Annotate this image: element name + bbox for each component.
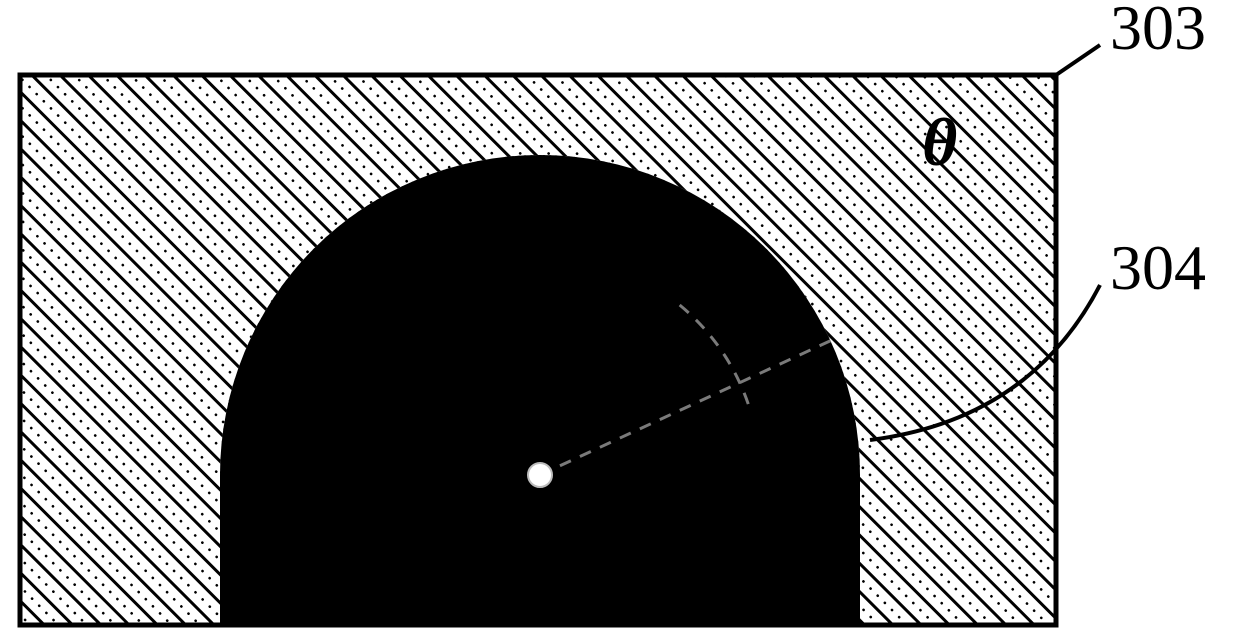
callout-label-303: 303 bbox=[1110, 0, 1206, 60]
theta-symbol: θ bbox=[922, 108, 957, 176]
callout-label-304: 304 bbox=[1110, 236, 1206, 300]
diagram-canvas: θ 303 304 bbox=[0, 0, 1239, 631]
diagram-svg bbox=[0, 0, 1239, 631]
